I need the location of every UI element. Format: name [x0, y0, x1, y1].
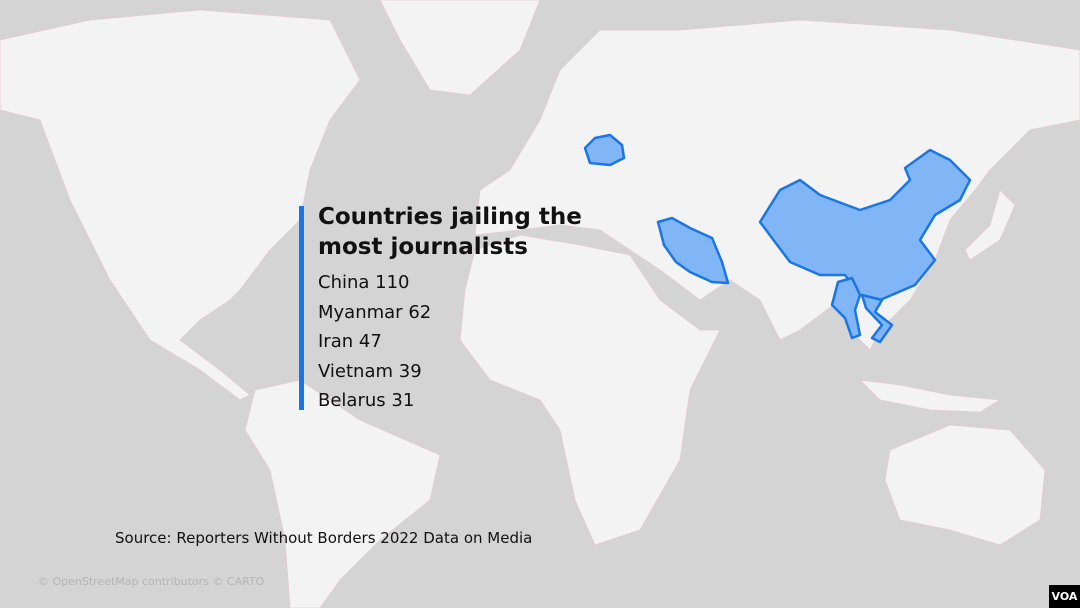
- belarus: [583, 133, 626, 167]
- journalist-count: 62: [408, 301, 432, 323]
- myanmar: [830, 276, 862, 340]
- vietnam: [860, 293, 894, 344]
- country-name: China: [318, 272, 370, 293]
- logo: VOA: [1049, 585, 1080, 608]
- journalist-count: 31: [391, 390, 415, 411]
- journalist-count: 110: [375, 272, 410, 293]
- journalist-count: 47: [358, 331, 382, 352]
- country-list: China 110 Myanmar 62 Iran 47 Vietnam 39 Bela…: [318, 268, 598, 416]
- list-item: China 110: [318, 268, 598, 298]
- journalist-count: 39: [398, 360, 422, 382]
- source: Source: Reporters Without Borders 2022 D…: [115, 529, 533, 547]
- list-item: Iran 47: [318, 327, 598, 357]
- japan: [964, 189, 1016, 261]
- legend-panel: Countries jailing the most journalists C…: [299, 204, 598, 411]
- south-america: [244, 379, 441, 608]
- greenland: [379, 0, 541, 96]
- title: Countries jailing the most journalists: [318, 204, 582, 260]
- australia: [884, 424, 1046, 546]
- africa: [459, 234, 721, 546]
- north-america: [0, 9, 361, 401]
- attribution: © OpenStreetMap contributors © CARTO: [38, 575, 265, 588]
- country-name: Iran: [318, 331, 354, 352]
- list-item: Myanmar 62: [318, 298, 598, 328]
- indonesia: [858, 379, 1002, 413]
- list-item: Belarus 31: [318, 386, 598, 416]
- country-name: Vietnam: [318, 360, 394, 382]
- country-name: Belarus: [318, 390, 386, 411]
- iran: [656, 216, 730, 285]
- country-name: Myanmar: [318, 301, 403, 323]
- list-item: Vietnam 39: [318, 357, 598, 387]
